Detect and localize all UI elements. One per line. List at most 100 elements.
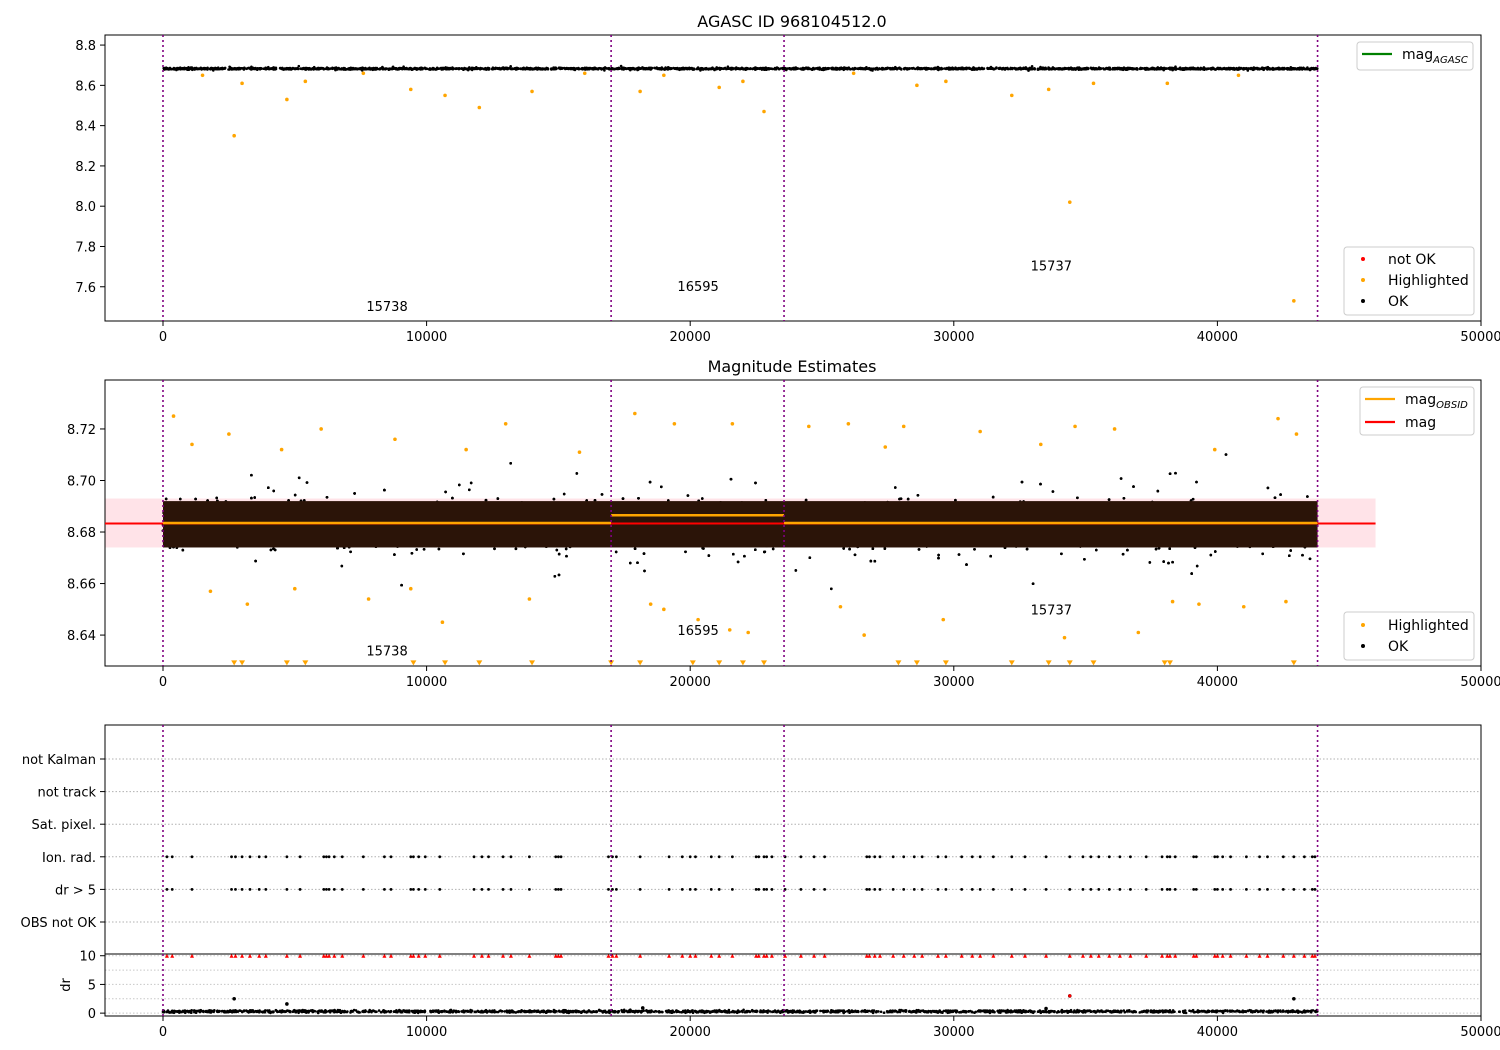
ok-point	[878, 67, 881, 70]
ok-point	[1061, 67, 1064, 70]
ok-point	[642, 66, 645, 70]
ok-point	[1020, 67, 1024, 71]
ok-point	[1047, 67, 1050, 71]
ok-point	[573, 67, 576, 70]
ok-point	[1186, 67, 1189, 70]
highlighted-point	[944, 79, 948, 84]
ok-point	[758, 67, 761, 71]
ok-point	[608, 68, 611, 71]
ok-point	[355, 68, 359, 71]
ok-point	[951, 68, 955, 71]
legend-marker	[1361, 257, 1365, 261]
ok-point	[1079, 67, 1083, 70]
ok-point	[1206, 67, 1210, 70]
ok-point	[1146, 67, 1149, 71]
ok-point	[817, 67, 821, 70]
ok-point	[777, 67, 781, 71]
ok-point	[1212, 66, 1215, 70]
ok-point	[359, 66, 362, 70]
ok-point	[1256, 67, 1260, 70]
ok-point	[665, 67, 669, 70]
ok-point	[957, 66, 961, 70]
ok-point	[790, 67, 793, 70]
ok-point	[372, 67, 375, 70]
ok-point	[421, 67, 424, 70]
ok-point	[519, 67, 522, 70]
ok-point	[861, 67, 865, 71]
ok-point	[654, 67, 657, 70]
ok-point	[304, 67, 308, 70]
ok-point	[676, 67, 679, 70]
ok-point	[619, 64, 623, 68]
ok-point	[650, 67, 653, 70]
ok-point	[294, 67, 298, 70]
ok-point	[381, 66, 385, 70]
ok-point	[975, 67, 978, 70]
ok-point	[1232, 66, 1235, 70]
ok-point	[962, 67, 966, 70]
ok-point	[1057, 67, 1061, 71]
ok-point	[326, 67, 330, 71]
ok-point	[164, 66, 168, 69]
legend-label: Highlighted	[1388, 273, 1469, 289]
ok-point	[986, 67, 989, 70]
ok-point	[852, 67, 855, 71]
ok-point	[264, 66, 267, 70]
ok-point	[249, 67, 253, 71]
ok-point	[1199, 66, 1203, 70]
x-tick-label: 50000	[1460, 330, 1500, 345]
ok-point	[748, 67, 752, 71]
ok-point	[599, 67, 602, 70]
x-tick-label: 10000	[406, 330, 447, 345]
ok-point	[1251, 67, 1254, 70]
ok-point	[290, 67, 294, 71]
highlighted-point	[530, 89, 534, 94]
ok-point	[1167, 67, 1170, 70]
ok-point	[788, 67, 791, 70]
ok-point	[1122, 66, 1126, 70]
x-tick-label: 30000	[933, 330, 974, 345]
ok-point	[431, 67, 435, 71]
ok-point	[1259, 67, 1262, 71]
y-tick-label: 8.4	[75, 120, 96, 135]
ok-point	[637, 66, 641, 70]
ok-point	[1036, 68, 1040, 71]
ok-point	[565, 67, 569, 70]
ok-point	[454, 67, 457, 70]
ok-point	[692, 68, 696, 71]
ok-point	[242, 68, 246, 71]
ok-point	[1154, 67, 1158, 70]
ok-point	[793, 67, 797, 71]
ok-point	[1235, 67, 1238, 71]
magnitude-estimates-panel: Magnitude Estimates 0 10000 20000 30000 4000…	[67, 357, 1500, 690]
ok-point	[1104, 67, 1107, 71]
highlighted-point	[408, 87, 413, 92]
ok-point	[1315, 67, 1319, 70]
ok-point	[1083, 68, 1087, 71]
x-tick-label: 0	[159, 330, 167, 345]
ok-point	[521, 67, 524, 71]
y-tick-label: 8.0	[75, 200, 96, 215]
ok-point	[744, 66, 748, 70]
ok-point	[949, 67, 953, 71]
ok-point	[190, 67, 193, 71]
ok-point	[998, 66, 1001, 70]
ok-point	[1139, 67, 1142, 70]
x-tick-label: 40000	[1197, 330, 1238, 345]
ok-point	[348, 67, 352, 71]
ok-point	[315, 67, 318, 71]
highlighted-point	[240, 81, 244, 86]
ok-point	[351, 68, 354, 71]
ok-point	[1305, 67, 1309, 71]
highlighted-point	[662, 73, 666, 78]
ok-point	[523, 67, 526, 70]
ok-point	[482, 67, 486, 71]
ok-point	[395, 67, 399, 70]
ok-point	[990, 67, 994, 70]
ok-point	[1293, 67, 1297, 71]
ok-point	[417, 67, 420, 71]
ok-point	[981, 67, 984, 71]
ok-point	[379, 67, 382, 70]
ok-point	[635, 67, 638, 70]
